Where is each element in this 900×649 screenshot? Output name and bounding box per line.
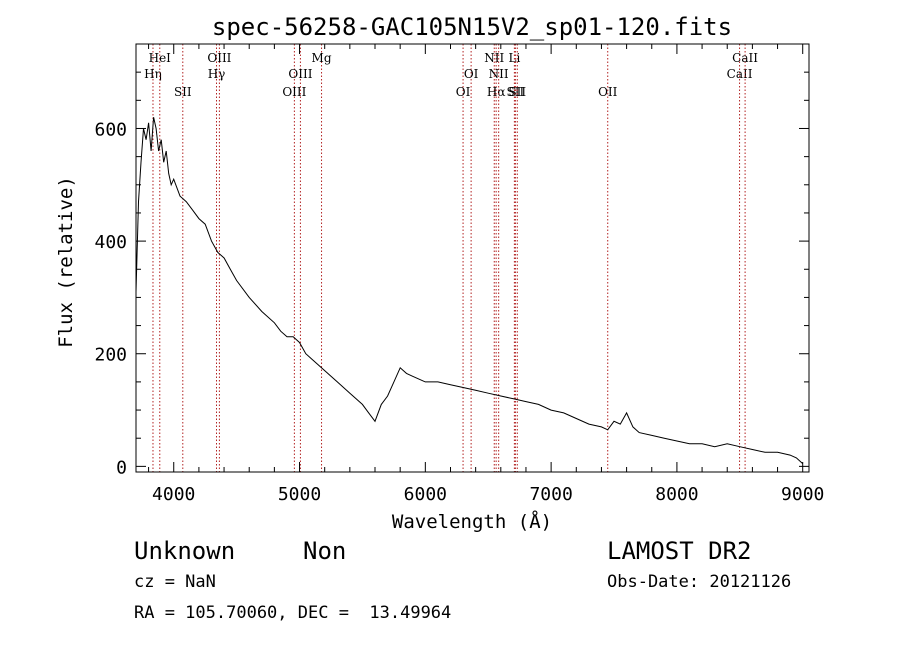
- spectral-line-label-15: SII: [508, 85, 526, 99]
- x-tick-label-0: 4000: [152, 484, 195, 505]
- spectral-line-label-0: Hη: [144, 67, 162, 81]
- spectral-line-label-17: CaII: [727, 67, 753, 81]
- spectral-line-label-14: SII: [507, 85, 525, 99]
- spectral-line-label-16: OII: [598, 85, 618, 99]
- spectral-line-label-18: CaII: [732, 51, 758, 65]
- spectral-line-label-11: Hα: [487, 85, 506, 99]
- x-axis-label: Wavelength (Å): [392, 510, 552, 533]
- x-tick-label-3: 7000: [529, 484, 572, 505]
- spectral-line-label-4: OIII: [207, 51, 231, 65]
- spectral-line-label-9: OI: [464, 67, 479, 81]
- spectral-line-label-6: OIII: [288, 67, 312, 81]
- x-tick-label-1: 5000: [278, 484, 321, 505]
- survey-label: LAMOST DR2: [607, 537, 752, 565]
- spectrum-line: [135, 117, 804, 464]
- spectral-line-label-12: NII: [489, 67, 509, 81]
- x-tick-label-4: 8000: [655, 484, 698, 505]
- spectral-subclass-label: Non: [303, 537, 347, 565]
- y-tick-label-3: 600: [94, 119, 127, 140]
- ra-dec-label: RA = 105.70060, DEC = 13.49964: [134, 603, 452, 623]
- y-tick-label-0: 0: [116, 457, 127, 478]
- cz-label: cz = NaN: [134, 572, 216, 592]
- spectral-line-label-8: OI: [456, 85, 471, 99]
- spectral-lines-layer: HηHeISIIHγOIIIOIIIOIIIMgOIOINIIHαNIILiSI…: [144, 44, 758, 472]
- obs-date-label: Obs-Date: 20121126: [607, 572, 792, 592]
- y-tick-label-1: 200: [94, 345, 127, 366]
- spectral-class-label: Unknown: [134, 537, 236, 565]
- spectral-line-label-10: NII: [484, 51, 504, 65]
- axis-ticks-layer: 4000 5000 6000 7000 8000 9000 0 200 400 600: [94, 44, 824, 505]
- y-tick-label-2: 400: [94, 232, 127, 253]
- y-axis-label: Flux (relative): [55, 176, 77, 348]
- spectral-line-label-7: Mg: [312, 51, 332, 65]
- spectral-line-label-2: SII: [174, 85, 192, 99]
- plot-frame: [135, 43, 810, 473]
- spectral-line-label-13: Li: [508, 51, 520, 65]
- chart-title: spec-56258-GAC105N15V2_sp01-120.fits: [212, 13, 732, 41]
- x-tick-label-5: 9000: [781, 484, 824, 505]
- spectral-line-label-1: HeI: [149, 51, 172, 65]
- spectral-line-label-3: Hγ: [208, 67, 226, 81]
- x-tick-label-2: 6000: [404, 484, 447, 505]
- spectral-line-label-5: OIII: [282, 85, 306, 99]
